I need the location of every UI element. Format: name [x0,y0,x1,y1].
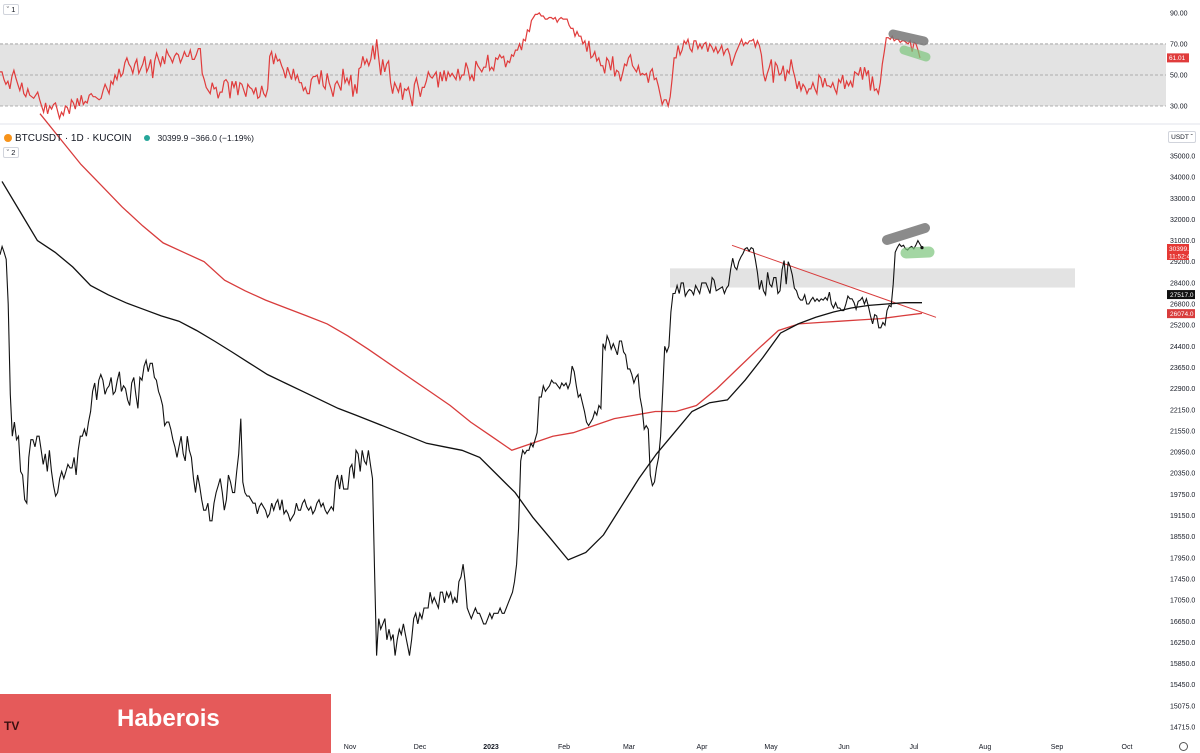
price-annotation-gray [882,223,930,245]
price-tick-label: 15450.0 [1170,682,1195,689]
black-moving-average [1,181,922,561]
price-tick-label: 15850.0 [1170,661,1195,668]
x-tick-label: 2023 [483,744,499,751]
price-tick-label: 16650.0 [1170,619,1195,626]
watermark-banner: TV Haberois [0,694,331,753]
price-tick-label: 35000.0 [1170,154,1195,161]
price-change-values: 30399.9 −366.0 (−1.19%) [157,133,254,143]
market-status-dot [143,135,150,141]
gear-icon[interactable] [1179,742,1188,751]
price-line [0,239,923,656]
black-ma-tag [1167,290,1195,300]
x-tick-label: Mar [623,744,636,751]
pane-1-collapse-button[interactable]: ˇ 1 [3,4,19,15]
currency-selector[interactable]: USDT ˇ [1168,131,1196,143]
rsi-tick-label: 30.00 [1170,104,1188,111]
chevron-down-icon: ˇ [6,5,10,14]
price-tick-label: 16250.0 [1170,640,1195,647]
x-tick-label: Nov [344,744,357,751]
pane-2-collapse-button[interactable]: ˇ 2 [3,147,19,158]
chevron-down-icon: ˇ [1190,133,1193,141]
price-tick-label: 29200.0 [1170,259,1195,266]
x-tick-label: Oct [1122,744,1133,751]
price-tick-label: 23650.0 [1170,365,1195,372]
tradingview-logo-icon: TV [4,719,20,733]
trendline [731,244,937,318]
price-tick-label: 17050.0 [1170,598,1195,605]
symbol-label[interactable]: BTCUSDT · 1D · KUCOIN [15,132,132,144]
last-price-marker [920,246,924,250]
price-tick-label: 17450.0 [1170,576,1195,583]
price-tick-label: 24400.0 [1170,344,1195,351]
price-tick-label: 20350.0 [1170,471,1195,478]
pane-2-number: 2 [11,148,16,157]
x-tick-label: Sep [1051,744,1064,751]
rsi-tick-label: 90.00 [1170,10,1188,17]
rsi-current-label: 61.01 [1169,55,1186,62]
black-ma-label: 27517.0 [1170,292,1194,299]
rsi-current-tag [1167,53,1189,63]
countdown-label: 11:52:44 [1169,254,1194,261]
price-tick-label: 18550.0 [1170,534,1195,541]
red-ma-tag [1167,309,1195,319]
price-tick-label: 32000.0 [1170,217,1195,224]
last-price-tag [1167,244,1189,260]
x-tick-label: Jun [838,744,849,751]
price-tick-label: 14715.0 [1170,725,1195,732]
pane-1-number: 1 [11,5,16,14]
price-tick-label: 17950.0 [1170,555,1195,562]
price-tick-label: 19150.0 [1170,513,1195,520]
price-tick-label: 33000.0 [1170,196,1195,203]
x-tick-label: Apr [697,744,709,751]
rsi-tick-label: 70.00 [1170,41,1188,48]
currency-label: USDT [1171,133,1189,141]
price-tick-label: 15075.0 [1170,703,1195,710]
last-price-label: 30399.9 [1169,246,1193,253]
x-tick-label: Dec [414,744,427,751]
red-ma-label: 26074.0 [1170,311,1194,318]
rsi-line [0,12,921,121]
symbol-legend: BTCUSDT · 1D · KUCOIN 30399.9 −366.0 (−1… [4,131,254,145]
rsi-annotation-green [899,45,931,62]
rsi-annotation-gray [888,29,929,46]
bitcoin-icon [4,134,12,142]
price-tick-label: 25200.0 [1170,323,1195,330]
price-tick-label: 31000.0 [1170,238,1195,245]
price-tick-label: 20950.0 [1170,450,1195,457]
x-tick-label: May [764,744,778,751]
price-tick-label: 21550.0 [1170,428,1195,435]
price-tick-label: 28400.0 [1170,280,1195,287]
price-tick-label: 22900.0 [1170,386,1195,393]
watermark-text: Haberois [117,705,220,732]
x-tick-label: Aug [979,744,992,751]
price-tick-label: 34000.0 [1170,175,1195,182]
price-tick-label: 22150.0 [1170,407,1195,414]
x-tick-label: Feb [558,744,570,751]
price-tick-label: 26800.0 [1170,302,1195,309]
price-tick-label: 19750.0 [1170,492,1195,499]
x-tick-label: Jul [910,744,919,751]
resistance-zone [670,268,1075,288]
chevron-down-icon: ˇ [6,148,10,157]
red-moving-average [39,113,923,452]
price-annotation-green [900,246,935,259]
rsi-tick-label: 50.00 [1170,72,1188,79]
